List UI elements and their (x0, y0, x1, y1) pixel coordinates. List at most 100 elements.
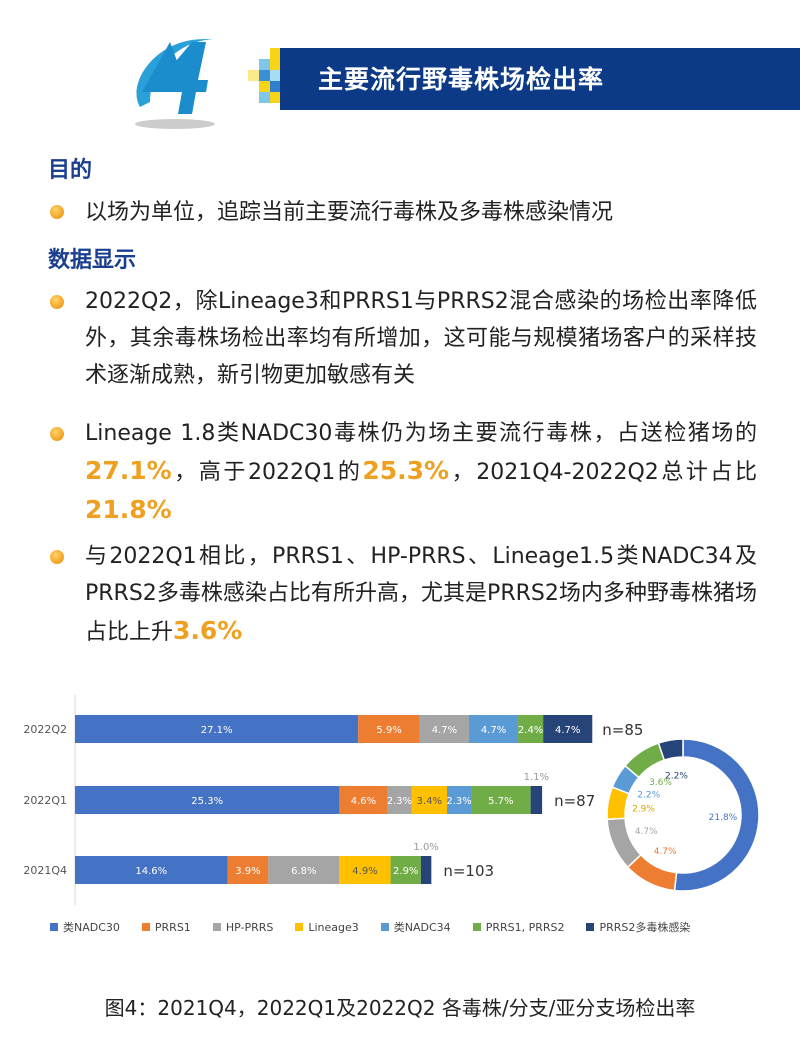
legend-label: PRRS1 (154, 920, 191, 934)
bar-segment (447, 786, 472, 814)
figure-caption: 图4：2021Q4，2022Q1及2022Q2 各毒株/分支/亚分支场检出率 (104, 996, 696, 1020)
data-label: 3.9% (235, 866, 260, 877)
bullet-icon (50, 427, 64, 441)
bar-segment (543, 715, 593, 743)
bar-segment (268, 856, 340, 884)
data-label: 27.1% (201, 725, 233, 736)
legend-swatch (380, 923, 389, 931)
bar-segment (411, 786, 448, 814)
paragraph: 与2022Q1相比，PRRS1、HP-PRRS、Lineage1.5类NADC3… (85, 538, 757, 651)
bar-segment (468, 715, 519, 743)
data-label: 2.3% (446, 796, 471, 807)
donut-label: 21.8% (709, 813, 738, 823)
donut-slice (657, 738, 684, 762)
data-label: 1.0% (413, 842, 438, 853)
bar-segment (75, 715, 359, 743)
legend-swatch (212, 923, 221, 931)
bar-segment (75, 856, 228, 884)
legend-item: Lineage3 (295, 919, 359, 935)
legend-item: HP-PRRS (212, 919, 274, 935)
category-label: 2021Q4 (23, 864, 67, 877)
paragraph: Lineage 1.8类NADC30毒株仍为场主要流行毒株，占送检猪场的 27.1… (85, 415, 757, 530)
data-label: 1.1% (524, 772, 549, 783)
data-label: 4.9% (352, 866, 377, 877)
text: 2022Q2，除Lineage3和PRRS1与PRRS2混合感染的场检出率降低外… (85, 289, 757, 388)
section-number: 4 (120, 22, 130, 26)
data-label: 2.9% (393, 866, 418, 877)
title-banner (280, 48, 800, 110)
legend-item: PRRS2多毒株感染 (586, 919, 690, 935)
bullet-icon (50, 295, 64, 309)
bar-segment (530, 786, 543, 814)
donut-slice (606, 817, 642, 869)
data-label: 4.7% (481, 725, 506, 736)
bar-segment (339, 856, 391, 884)
highlight: 25.3% (362, 456, 450, 485)
legend-item: 类NADC34 (380, 919, 451, 935)
donut-slice (673, 738, 760, 892)
legend-label: 类NADC30 (63, 921, 120, 934)
data-label: 4.7% (432, 725, 457, 736)
sample-size: n=103 (443, 862, 494, 880)
bullet-icon (50, 550, 64, 564)
bar-segment (227, 856, 269, 884)
sample-size: n=85 (602, 721, 643, 739)
data-label: 2.4% (518, 725, 543, 736)
bar-segment (419, 715, 469, 743)
highlight: 27.1% (85, 456, 172, 485)
bar-segment (390, 856, 421, 884)
legend-label: PRRS2多毒株感染 (599, 921, 691, 934)
legend-item: PRRS1 (141, 919, 191, 935)
category-label: 2022Q1 (23, 794, 67, 807)
data-label: 4.6% (351, 796, 376, 807)
bar-segment (420, 856, 432, 884)
legend-item: 类NADC30 (50, 919, 120, 935)
text: ，2021Q4-2022Q2总计占比 (449, 460, 757, 485)
donut-label: 4.7% (654, 847, 677, 857)
section-4-logo: 4 (120, 22, 215, 129)
highlight: 3.6% (173, 616, 243, 645)
legend-label: PRRS1, PRRS2 (485, 920, 565, 934)
paragraph: 2022Q2，除Lineage3和PRRS1与PRRS2混合感染的场检出率降低外… (85, 283, 757, 394)
highlight: 21.8% (85, 495, 172, 524)
bullet-icon (50, 205, 64, 219)
legend-swatch (295, 923, 304, 931)
legend-label: HP-PRRS (225, 920, 274, 934)
sample-size: n=87 (554, 792, 595, 810)
data-label: 5.7% (488, 796, 513, 807)
stacked-bar-chart: 2022Q2 27.1% 5.9% 4.7% 4.7% 2.4% 4.7% n=85 2022Q… (23, 695, 760, 905)
paragraph: 以场为单位，追踪当前主要流行毒株及多毒株感染情况 (85, 194, 757, 231)
bar-segment (358, 715, 420, 743)
legend-swatch (141, 923, 150, 931)
bar-segment (518, 715, 544, 743)
bar-segment (75, 786, 340, 814)
legend-swatch (586, 923, 595, 931)
text: 与2022Q1相比，PRRS1、HP-PRRS、Lineage1.5类NADC3… (85, 544, 757, 645)
data-label: 25.3% (191, 796, 223, 807)
data-label: 6.8% (291, 866, 316, 877)
legend-label: Lineage3 (308, 920, 359, 934)
donut-label: 3.6% (649, 778, 672, 788)
text: Lineage 1.8类NADC30毒株仍为场主要流行毒株，占送检猪场的 (85, 421, 757, 446)
page-title: 主要流行野毒株场检出率 (318, 65, 605, 94)
legend-item: PRRS1, PRRS2 (472, 919, 565, 935)
heading-data: 数据显示 (48, 248, 137, 273)
data-label: 2.3% (387, 796, 412, 807)
data-label: 5.9% (376, 725, 401, 736)
donut-label: 2.2% (637, 790, 660, 800)
legend-swatch (50, 923, 58, 931)
category-label: 2022Q2 (23, 723, 67, 736)
bar-segment (387, 786, 412, 814)
text: ，高于2022Q1的 (171, 460, 363, 485)
legend-label: 类NADC34 (393, 921, 451, 934)
data-label: 3.4% (417, 796, 442, 807)
data-label: 4.7% (555, 725, 580, 736)
donut-label: 2.2% (665, 772, 688, 782)
text: 以场为单位，追踪当前主要流行毒株及多毒株感染情况 (85, 200, 614, 225)
bar-segment (471, 786, 531, 814)
bar-segment (339, 786, 388, 814)
data-label: 14.6% (135, 866, 167, 877)
legend-swatch (472, 923, 481, 931)
donut-label: 4.7% (635, 827, 658, 837)
